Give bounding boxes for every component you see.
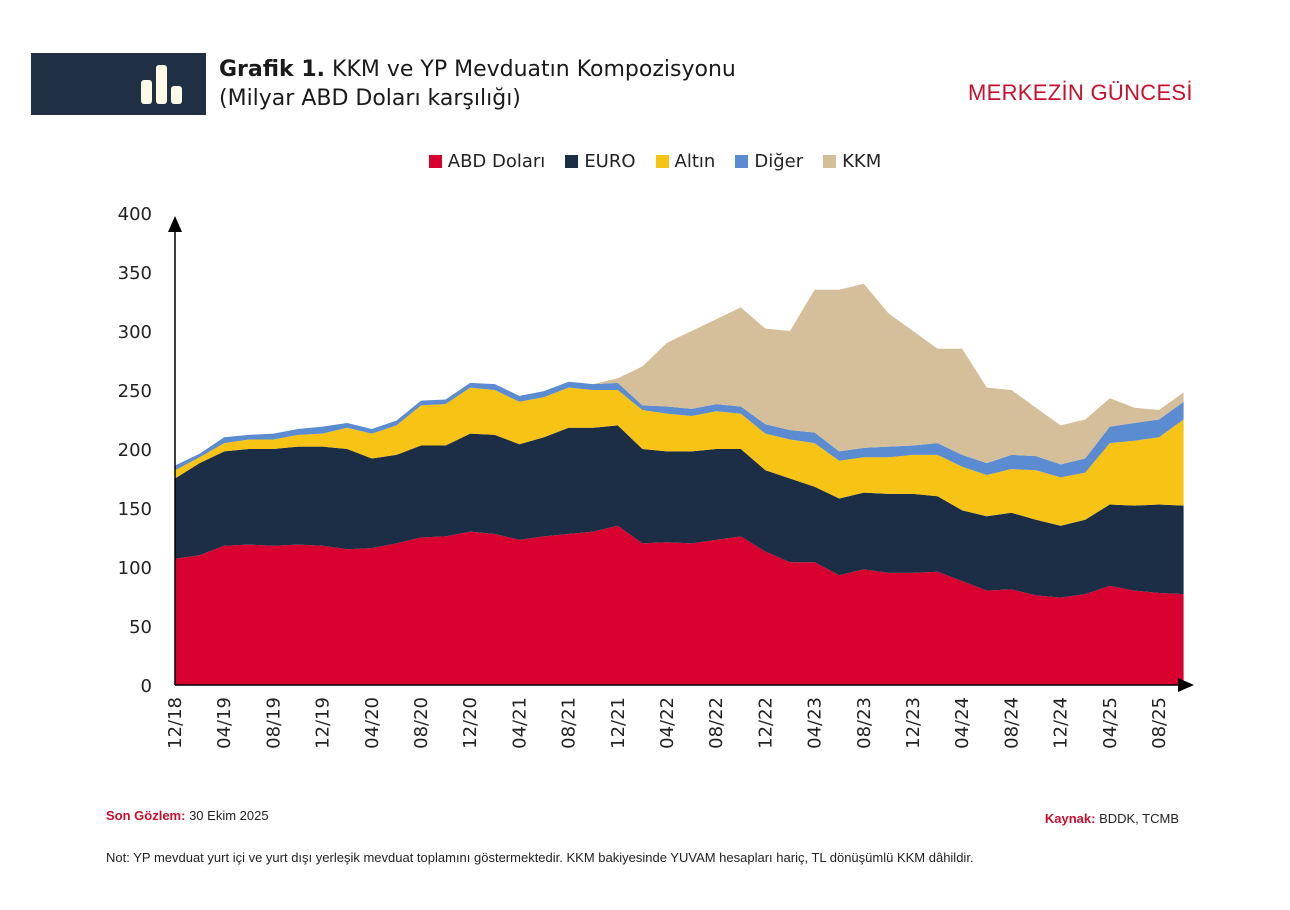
x-tick-label: 12/20 [460, 697, 481, 749]
legend-item: ABD Doları [428, 151, 546, 172]
x-tick-label: 04/19 [214, 697, 235, 749]
x-tick-label: 08/21 [559, 697, 580, 749]
y-tick-label: 350 [118, 263, 152, 284]
legend-swatch [655, 155, 669, 168]
area-euro [175, 425, 1184, 598]
y-tick-label: 200 [118, 440, 152, 461]
brand-logo: MERKEZİN GÜNCESİ [968, 80, 1193, 105]
x-tick-label: 04/21 [509, 697, 530, 749]
legend-label: KKM [842, 151, 882, 172]
x-axis-arrow [1178, 678, 1194, 692]
last-observation: Son Gözlem: 30 Ekim 2025 [106, 808, 269, 823]
x-tick-label: 04/25 [1100, 697, 1121, 749]
y-tick-label: 100 [118, 558, 152, 579]
y-tick-label: 400 [118, 204, 152, 225]
chart-subtitle: (Milyar ABD Doları karşılığı) [219, 86, 521, 111]
legend-label: Altın [674, 151, 716, 172]
x-tick-label: 04/22 [657, 697, 678, 749]
y-tick-label: 50 [129, 617, 152, 638]
x-tick-label: 08/22 [706, 697, 727, 749]
x-tick-label: 04/24 [952, 697, 973, 749]
x-tick-label: 08/25 [1149, 697, 1170, 749]
chart-title: Grafik 1. KKM ve YP Mevduatın Kompozisyo… [219, 57, 736, 111]
legend-item: EURO [565, 151, 636, 172]
footnote: Not: YP mevduat yurt içi ve yurt dışı ye… [106, 850, 974, 865]
x-tick-label: 12/18 [165, 697, 186, 749]
y-tick-label: 150 [118, 499, 152, 520]
y-tick-label: 300 [118, 322, 152, 343]
header-box [31, 53, 206, 115]
chart-svg: 0 50 100 150 200 250 300 350 400 12/18 04/19 08/19 1… [118, 204, 1194, 749]
legend: ABD Doları EURO Altın Diğer KKM [0, 151, 1290, 172]
legend-label: EURO [584, 151, 636, 172]
source: Kaynak: BDDK, TCMB [1044, 811, 1179, 826]
legend-swatch [823, 155, 837, 168]
legend-item: Altın [655, 151, 716, 172]
area-diğer [175, 381, 1184, 478]
y-tick-label: 250 [118, 381, 152, 402]
x-tick-label: 12/24 [1051, 697, 1072, 749]
legend-label: ABD Doları [447, 151, 546, 172]
x-tick-label: 12/23 [903, 697, 924, 749]
legend-swatch [735, 155, 749, 168]
area-altın [175, 387, 1184, 526]
x-tick-label: 08/19 [263, 697, 284, 749]
x-tick-label: 12/21 [608, 697, 629, 749]
x-tick-label: 04/23 [805, 697, 826, 749]
legend-item: Diğer [735, 151, 803, 172]
x-tick-label: 08/24 [1001, 697, 1022, 749]
x-tick-label: 12/19 [313, 697, 334, 749]
x-tick-label: 08/20 [411, 697, 432, 749]
x-tick-label: 08/23 [854, 697, 875, 749]
area-abd-doları [175, 525, 1184, 685]
area-kkm [175, 283, 1184, 466]
legend-label: Diğer [754, 151, 804, 172]
legend-item: KKM [823, 151, 881, 172]
legend-swatch [565, 155, 579, 168]
x-tick-label: 04/20 [362, 697, 383, 749]
y-tick-label: 0 [141, 676, 152, 697]
x-tick-label: 12/22 [755, 697, 776, 749]
legend-swatch [428, 155, 442, 168]
y-axis-arrow [168, 216, 182, 232]
bar-chart-icon [141, 65, 182, 104]
